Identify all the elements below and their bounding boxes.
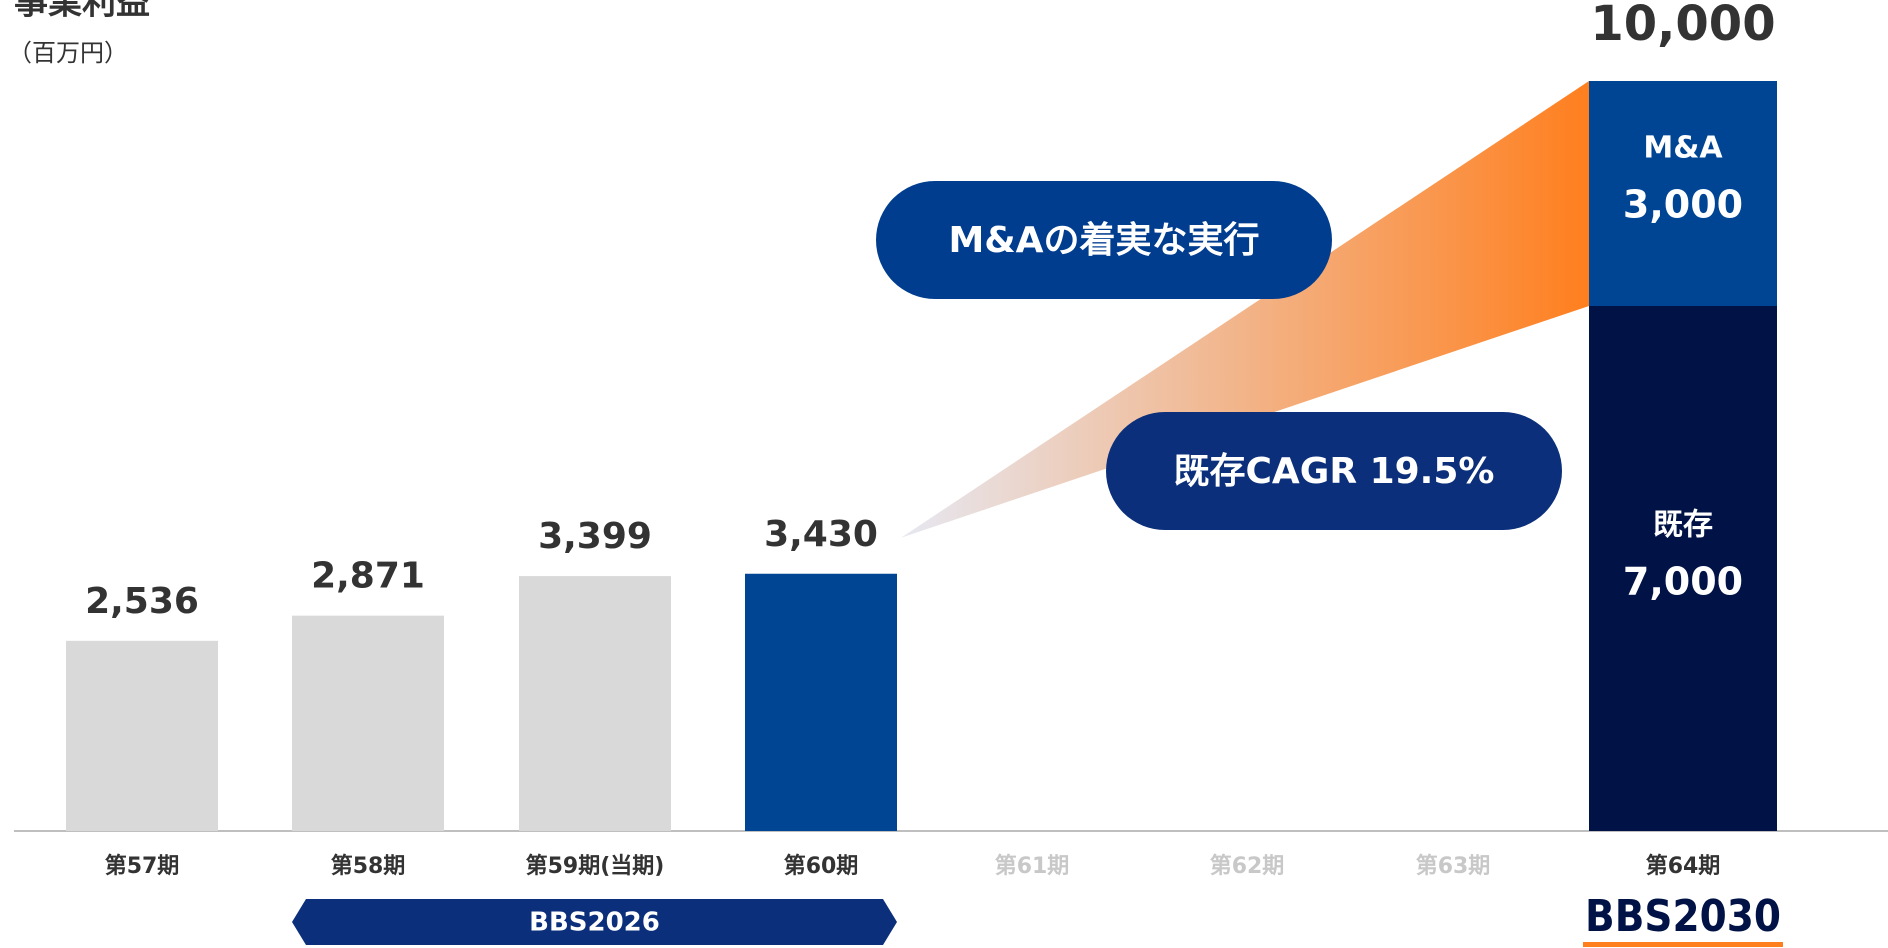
period-underline — [1583, 942, 1783, 947]
value-label: 2,871 — [311, 556, 425, 597]
annotation-pill — [1106, 412, 1562, 530]
bar — [745, 573, 897, 831]
x-tick-label: 第57期 — [105, 853, 180, 879]
growth-fan — [901, 81, 1589, 538]
period-label: BBS2026 — [529, 908, 660, 938]
x-tick-label: 第64期 — [1646, 853, 1721, 879]
x-tick-label: 第59期(当期) — [526, 853, 665, 879]
value-label: 2,536 — [85, 581, 199, 622]
stack-segment — [1589, 306, 1777, 831]
annotation-pill — [876, 181, 1332, 299]
annotation-text: 既存CAGR 19.5% — [1174, 451, 1495, 492]
x-tick-label: 第60期 — [784, 853, 859, 879]
segment-name: M&A — [1643, 131, 1723, 166]
x-tick-label: 第58期 — [331, 853, 406, 879]
bar — [66, 640, 218, 831]
value-label: 3,430 — [764, 514, 878, 555]
period-label: BBS2030 — [1585, 891, 1781, 942]
total-label: 10,000 — [1590, 0, 1775, 52]
segment-value: 7,000 — [1623, 560, 1743, 604]
stack-segment — [1589, 81, 1777, 306]
bar — [519, 576, 671, 831]
x-tick-label: 第63期 — [1416, 853, 1491, 879]
chart-title: 事業利益 — [14, 0, 150, 23]
period-arrow — [292, 899, 897, 945]
segment-value: 3,000 — [1623, 183, 1743, 227]
x-tick-label: 第61期 — [995, 853, 1070, 879]
annotation-text: M&Aの着実な実行 — [948, 220, 1259, 261]
chart-subtitle: （百万円） — [8, 39, 128, 67]
bar — [292, 615, 444, 831]
value-label: 3,399 — [538, 516, 652, 557]
x-tick-label: 第62期 — [1210, 853, 1285, 879]
segment-name: 既存 — [1653, 508, 1713, 543]
